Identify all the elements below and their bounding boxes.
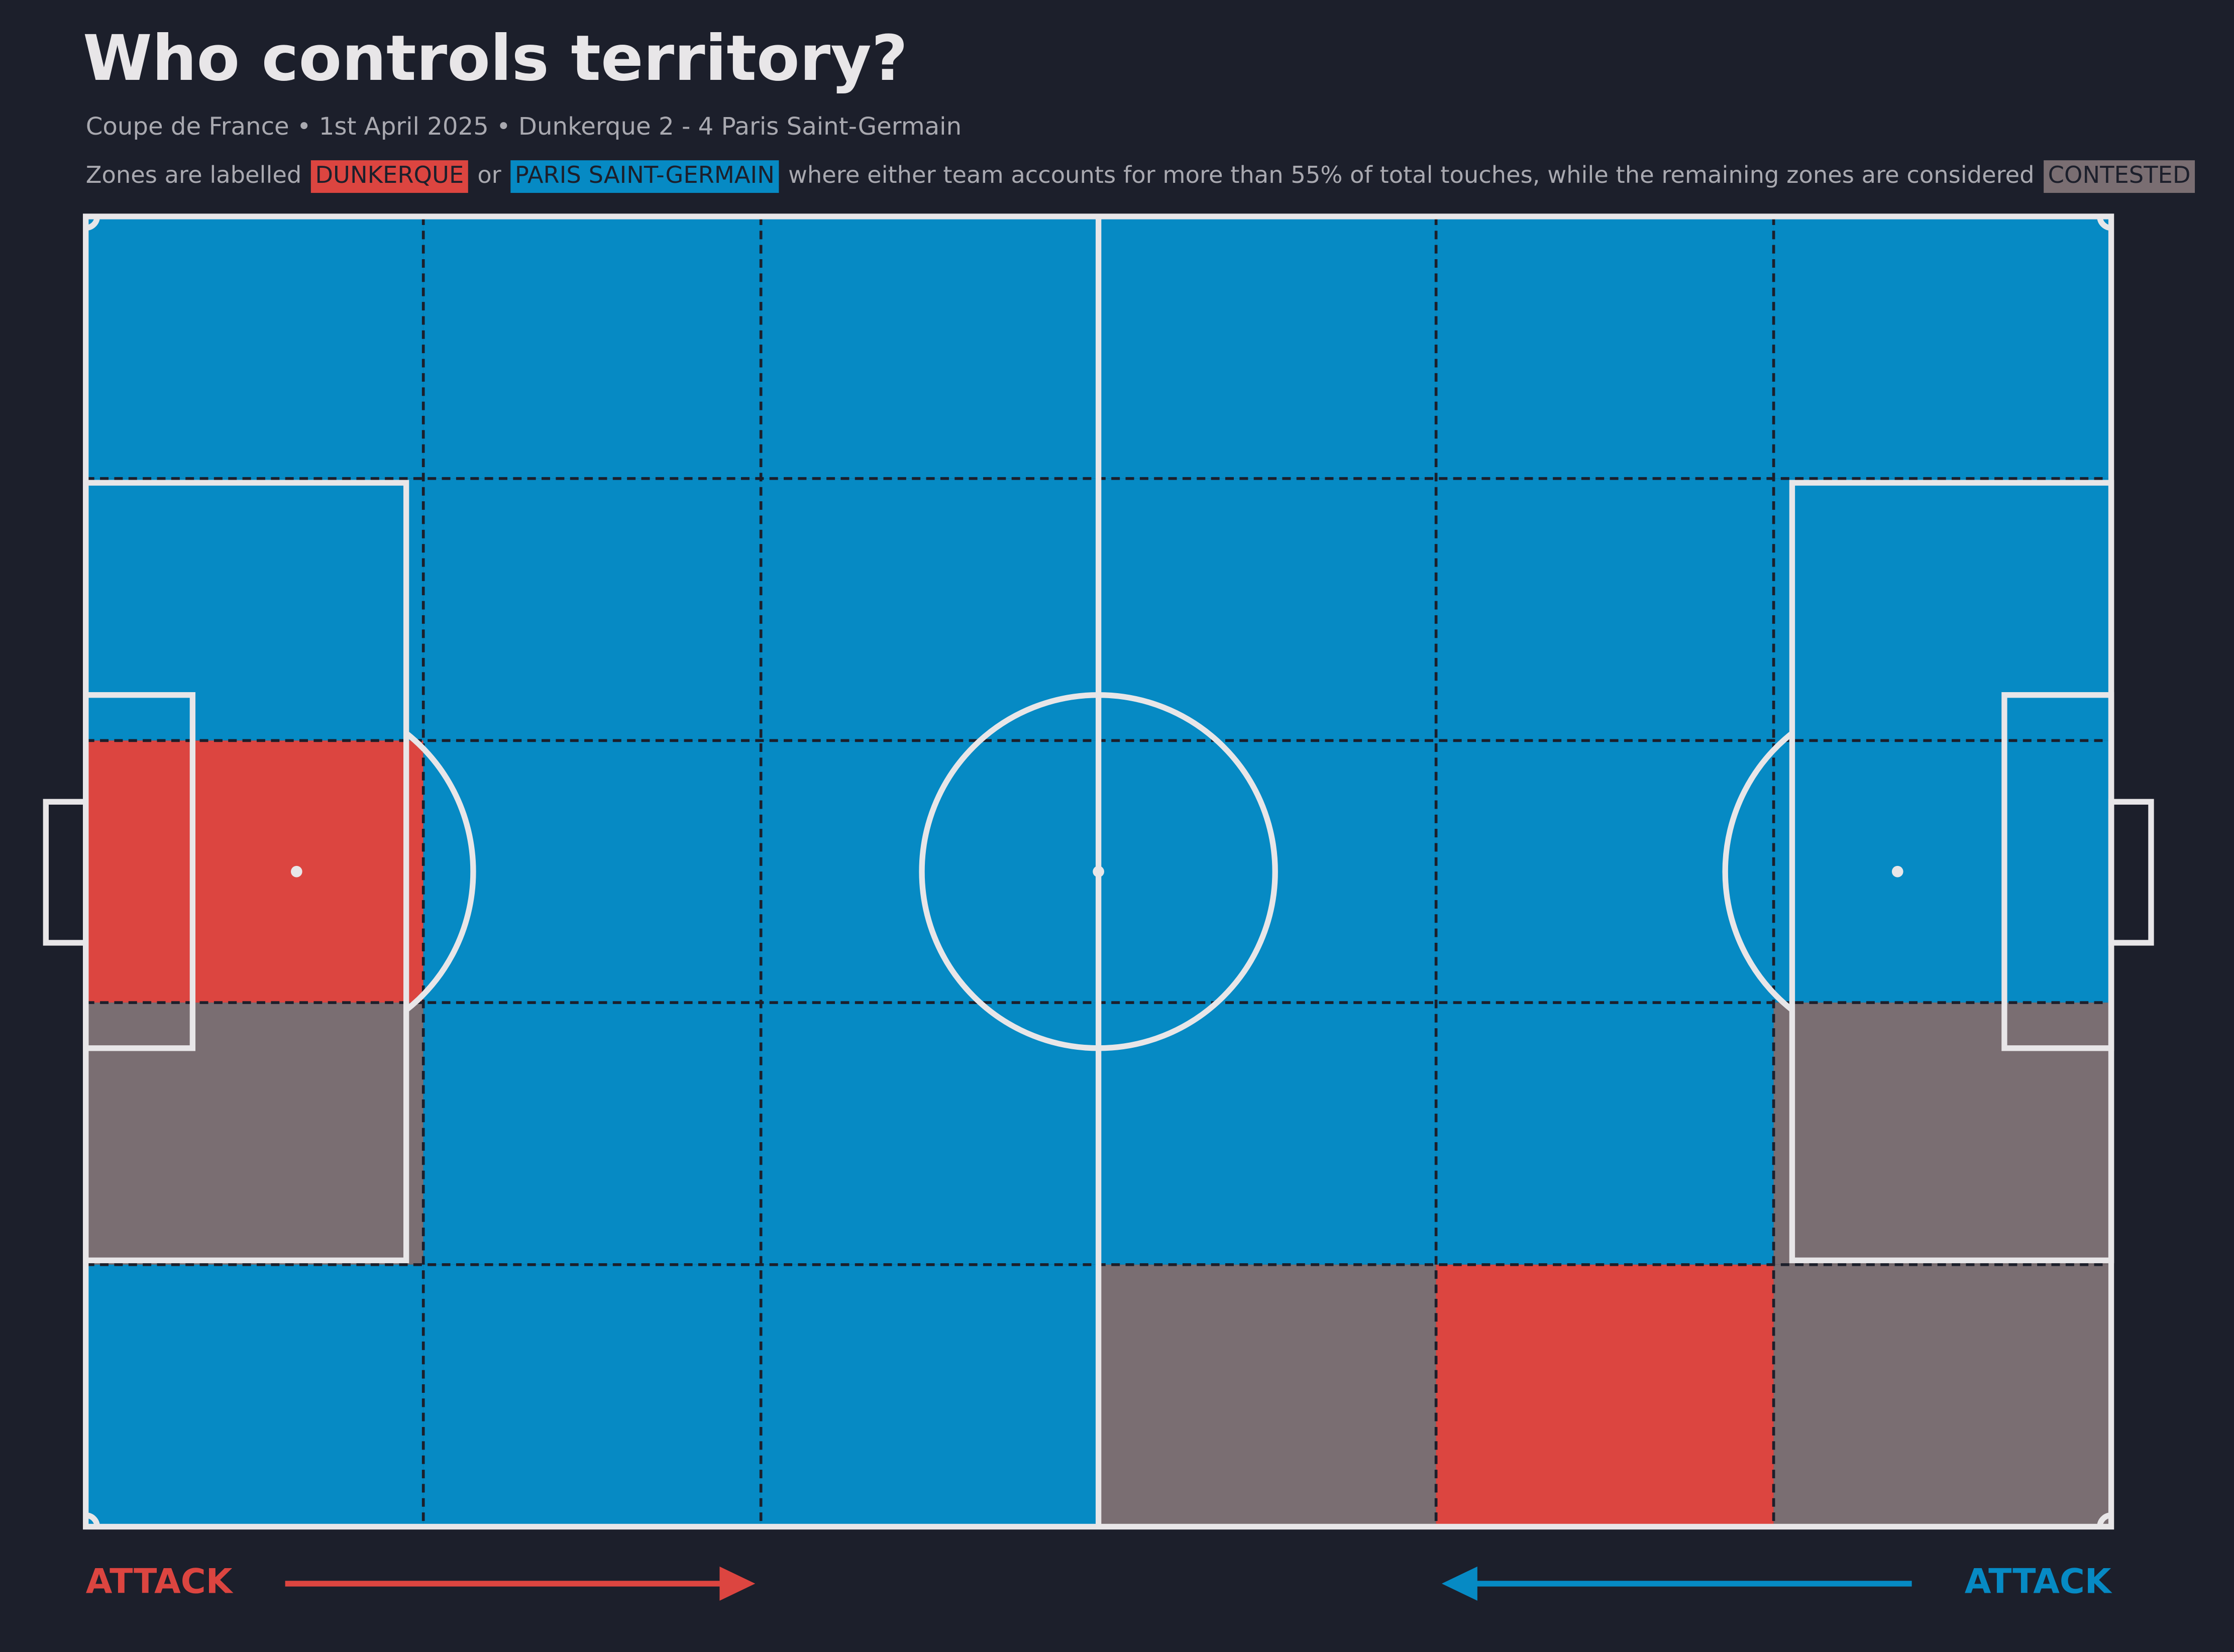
zone [1773,216,2111,479]
description-text: where either team accounts for more than… [788,161,2035,188]
zone [85,1264,423,1527]
legend-swatch [510,160,779,193]
center-spot [1093,865,1104,877]
goal [2108,799,2154,946]
zone [1436,1264,1774,1527]
zone [1098,1003,1436,1265]
legend-swatch [310,160,468,193]
description: Zones are labelled DUNKERQUE or PARIS SAINT… [86,160,2195,193]
description-text: Zones are labelled [86,161,302,188]
attack-arrowhead [719,1566,756,1601]
zone [761,1003,1099,1265]
zone [761,1264,1099,1527]
attack-label: ATTACK [86,1562,234,1601]
attack-arrowhead [1441,1566,1477,1601]
zone [1436,1003,1774,1265]
penalty-arc [1722,731,1794,1013]
penalty-spot [1891,865,1903,877]
zone [423,1003,761,1265]
zone [85,1003,423,1265]
zone [1773,740,2111,1003]
legend-label: CONTESTED [2048,161,2191,188]
penalty-spot [291,865,302,877]
center-circle [919,692,1278,1051]
zone [85,740,423,1003]
zone [423,216,761,479]
zone [1773,1264,2111,1527]
zone [1773,478,2111,741]
zone [761,478,1099,741]
chart-title: Who controls territory? [83,22,908,95]
pitch-markings [43,213,2154,1530]
zone [1436,216,1774,479]
zone [1436,740,1774,1003]
subtitle: Coupe de France • 1st April 2025 • Dunke… [86,113,962,141]
corner-arc [85,1512,100,1527]
zone [1098,1264,1436,1527]
zone [761,740,1099,1003]
attack-label: ATTACK [1965,1562,2112,1601]
zone [761,216,1099,479]
zone [1098,216,1436,479]
legend-label: DUNKERQUE [315,161,464,188]
description-text: or [477,161,501,188]
zone [1098,478,1436,741]
zone [423,478,761,741]
zone [1436,478,1774,741]
goal [43,799,89,946]
zone [423,740,761,1003]
legend-swatch [2044,160,2195,193]
corner-arc [85,216,100,231]
legend-label: PARIS SAINT-GERMAIN [515,161,775,188]
zone [85,478,423,741]
zone [423,1264,761,1527]
zone [85,216,423,479]
zone [1773,1003,2111,1265]
corner-arc [2097,1512,2112,1527]
zone [1098,740,1436,1003]
penalty-arc [404,731,476,1013]
corner-arc [2097,216,2112,231]
